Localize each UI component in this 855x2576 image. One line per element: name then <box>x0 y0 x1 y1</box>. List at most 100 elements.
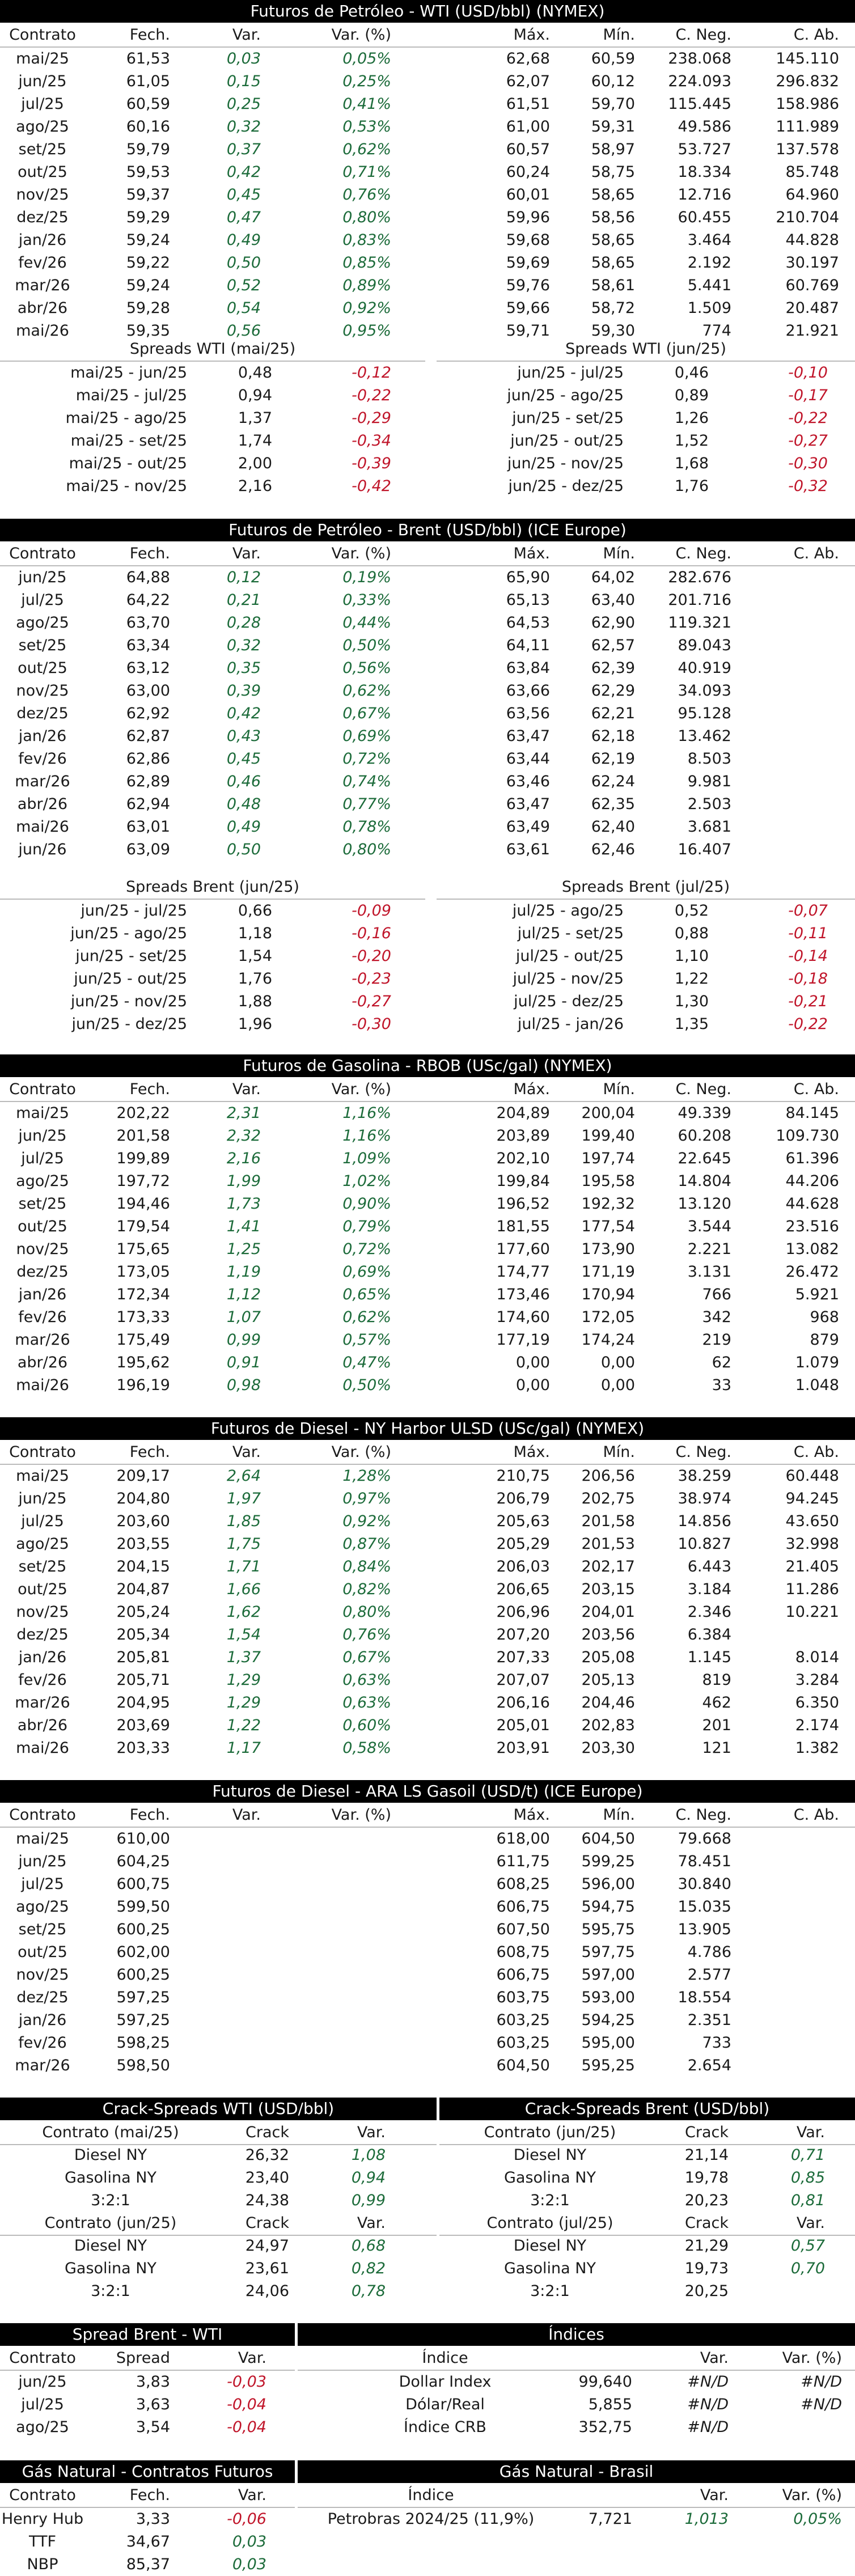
table-cell: 607,50 <box>496 1921 550 1938</box>
spread-cell: -0,42 <box>352 477 391 495</box>
table-cell: NBP <box>27 2556 58 2573</box>
crack-header: Contrato (mai/25) Crack Var. <box>0 2121 437 2145</box>
table-cell: 2.346 <box>687 1603 731 1621</box>
column-header: Contrato <box>9 1081 76 1098</box>
table-cell: 85,37 <box>126 2556 170 2573</box>
table-cell: 1,29 <box>226 1694 261 1711</box>
table-cell: 63,47 <box>506 727 550 745</box>
column-header: Fech. <box>129 1081 170 1098</box>
crack-cell: 24,38 <box>245 2192 289 2209</box>
crack-header-cell: Var. <box>796 2124 825 2141</box>
table-cell: 600,75 <box>116 1875 170 1893</box>
table-row: mai/26 59,35 0,56 0,95% 59,71 59,30 774 21.921 <box>0 320 855 342</box>
table-cell: 62,68 <box>506 50 550 67</box>
table-cell: 2.577 <box>687 1966 731 1984</box>
table-row: TTF 34,67 0,03 <box>0 2531 295 2553</box>
table-cell: 3,83 <box>136 2373 170 2391</box>
table-cell: jun/26 <box>18 841 67 858</box>
spread-row: jun/25 - ago/25 0,89 -0,17 <box>437 384 855 407</box>
spread-cell: mai/25 - jun/25 <box>70 364 187 382</box>
column-header: Var. (%) <box>331 545 391 562</box>
table-cell: 2,16 <box>226 1150 261 1167</box>
table-cell: 170,94 <box>581 1286 635 1303</box>
table-cell: 2,31 <box>226 1104 261 1122</box>
table-cell: 203,91 <box>496 1739 550 1757</box>
spread-row: jul/25 - ago/25 0,52 -0,07 <box>437 900 855 922</box>
table-cell: mai/26 <box>16 322 69 340</box>
table-row: jul/25 64,22 0,21 0,33% 65,13 63,40 201.716 <box>0 589 855 612</box>
table-cell: 44.628 <box>785 1195 839 1213</box>
crack-header-cell: Contrato (jun/25) <box>44 2214 177 2232</box>
table-cell: 95.128 <box>678 705 731 722</box>
indices-header: Índice Var. Var. (%) <box>298 2347 855 2371</box>
spread-cell: -0,39 <box>352 455 391 472</box>
crack-header-cell: Var. <box>357 2124 386 2141</box>
divider <box>0 1464 855 1465</box>
table-cell: jul/25 <box>21 1875 64 1893</box>
table-cell: 60,16 <box>126 118 170 135</box>
indices-title: Índices <box>298 2323 855 2346</box>
table-cell: 195,62 <box>116 1354 170 1371</box>
crack-header-cell: Var. <box>357 2214 386 2232</box>
table-cell: 0,95% <box>342 322 391 340</box>
table-cell: 14.856 <box>678 1512 731 1530</box>
table-cell: 78.451 <box>678 1853 731 1870</box>
table-cell: 206,56 <box>581 1467 635 1485</box>
table-row: set/25 600,25 607,50 595,75 13.905 <box>0 1918 855 1941</box>
crack-row: Diesel NY 21,14 0,71 <box>439 2144 855 2167</box>
table-cell: 210.704 <box>776 209 839 226</box>
spread-cell: 1,35 <box>674 1015 709 1033</box>
crack-row: Gasolina NY 19,73 0,70 <box>439 2257 855 2280</box>
spread-cell: -0,18 <box>788 970 828 988</box>
column-header: Var. <box>232 1806 261 1824</box>
table-cell: dez/25 <box>16 1989 69 2006</box>
table-cell: 1,09% <box>342 1150 391 1167</box>
spread-cell: 1,88 <box>238 993 272 1010</box>
table-cell: #N/D <box>687 2396 729 2413</box>
table-cell: 174,60 <box>496 1308 550 1326</box>
spread-row: mai/25 - ago/25 1,37 -0,29 <box>0 407 418 430</box>
table-cell: set/25 <box>18 1195 67 1213</box>
table-cell: 0,00 <box>515 1376 550 1394</box>
table-cell: jan/26 <box>18 231 67 249</box>
table-cell: 604,50 <box>581 1830 635 1848</box>
table-row: nov/25 600,25 606,75 597,00 2.577 <box>0 1964 855 1986</box>
crack-cell: 20,23 <box>684 2192 729 2209</box>
spread-cell: 1,37 <box>238 409 272 427</box>
table-cell: 0,78% <box>342 818 391 836</box>
table-cell: 62,40 <box>591 818 635 836</box>
table-cell: 2.351 <box>687 2011 731 2029</box>
spread-row: mai/25 - nov/25 2,16 -0,42 <box>0 475 418 498</box>
table-cell: 60,01 <box>506 186 550 204</box>
crack-cell: 0,85 <box>790 2169 825 2187</box>
column-header: Var. <box>232 26 261 44</box>
table-cell: 59,79 <box>126 141 170 158</box>
table-cell: 0,12 <box>226 569 261 586</box>
table-cell: 59,53 <box>126 163 170 181</box>
gas-brasil-header: Índice Var. Var. (%) <box>298 2484 855 2508</box>
table-cell: 0,56 <box>226 322 261 340</box>
table-cell: 0,03 <box>232 2556 266 2573</box>
spread-cell: 0,89 <box>674 387 709 404</box>
table-cell: 63,34 <box>126 637 170 654</box>
table-cell: 1.048 <box>795 1376 839 1394</box>
table-cell: 192,32 <box>581 1195 635 1213</box>
table-cell: 0,03 <box>232 2533 266 2550</box>
spread-cell: jul/25 - nov/25 <box>513 970 624 988</box>
table-cell: 203,33 <box>116 1739 170 1757</box>
table-cell: 205,08 <box>581 1649 635 1666</box>
table-cell: 219 <box>702 1331 731 1349</box>
table-cell: 0,47 <box>226 209 261 226</box>
column-header: Máx. <box>513 1806 550 1824</box>
table-cell: mai/26 <box>16 1739 69 1757</box>
divider <box>0 1827 855 1828</box>
table-cell: 282.676 <box>668 569 731 586</box>
spread-cell: mai/25 - nov/25 <box>66 477 187 495</box>
table-cell: jun/25 <box>18 73 67 90</box>
crack-row: Gasolina NY 23,40 0,94 <box>0 2167 437 2189</box>
crack-cell: 24,97 <box>245 2237 289 2255</box>
table-cell: 5,855 <box>588 2396 632 2413</box>
table-cell: 177,19 <box>496 1331 550 1349</box>
table-cell: 0,53% <box>342 118 391 135</box>
column-header: C. Neg. <box>675 26 731 44</box>
